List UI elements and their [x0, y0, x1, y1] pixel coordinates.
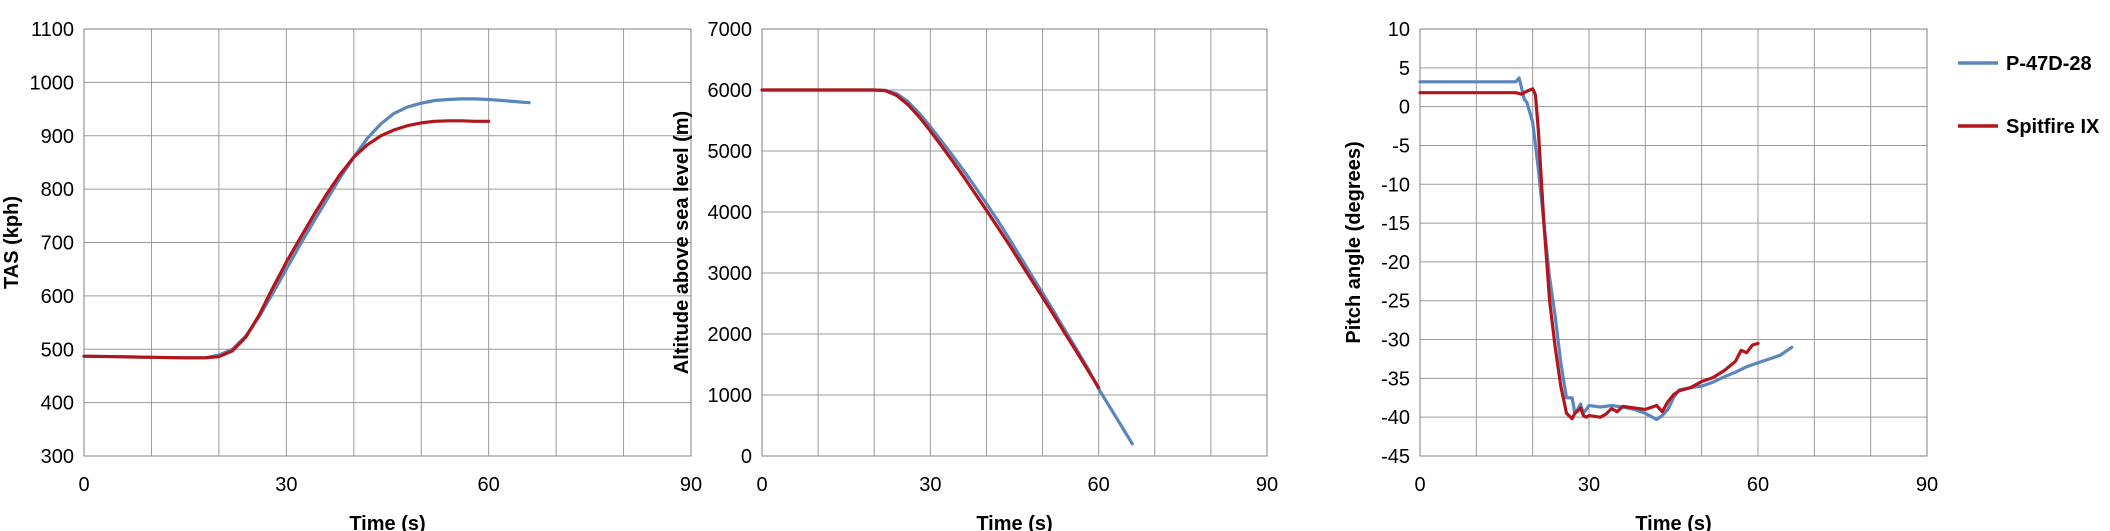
y-tick-label: -25	[1381, 291, 1410, 313]
legend-label: P-47D-28	[2006, 53, 2092, 75]
y-tick-label: 7000	[708, 19, 753, 41]
series-line-spitfire-ix	[1418, 87, 1760, 421]
y-tick-label: 1000	[708, 385, 753, 407]
series-line-spitfire-ix	[82, 119, 491, 360]
chart-3: -45 -40 -35 -30 -25 -20 -15 -10 -5 0 5 10 0 30 60 90 Tim…	[1343, 19, 1938, 531]
x-tick-label: 30	[919, 474, 941, 496]
legend: P-47D-28 Spitfire IX	[1958, 53, 2100, 138]
y-tick-label: 1100	[31, 19, 74, 41]
x-tick-label: 90	[1916, 474, 1938, 496]
plot-area	[762, 29, 1267, 456]
y-tick-label: -5	[1392, 135, 1410, 157]
y-tick-label: -40	[1381, 407, 1410, 429]
chart-1: 300 400 500 600 700 800 900 1000 1100 0 30 60 90 Time…	[1, 19, 702, 531]
x-tick-label: 0	[756, 474, 767, 496]
plot-area	[1420, 29, 1927, 456]
x-tick-label: 90	[680, 474, 702, 496]
legend-label: Spitfire IX	[2006, 116, 2100, 138]
chart-2: 0 1000 2000 3000 4000 5000 6000 7000 0 30 60 90 Time…	[671, 19, 1278, 531]
y-tick-label: 1000	[30, 72, 75, 94]
plot-frame	[83, 28, 692, 457]
y-tick-label: 5000	[708, 141, 753, 163]
plot-frame	[1419, 28, 1928, 457]
y-tick-label: 800	[41, 179, 74, 201]
y-axis-title: TAS (kph)	[1, 196, 23, 289]
x-tick-label: 30	[1578, 474, 1600, 496]
y-tick-label: 300	[41, 446, 74, 468]
y-tick-label: 5	[1399, 58, 1410, 80]
y-tick-label: 4000	[708, 202, 753, 224]
y-tick-label: 3000	[708, 263, 753, 285]
y-tick-label: -35	[1381, 368, 1410, 390]
y-tick-label: 700	[41, 233, 74, 255]
y-tick-label: -10	[1381, 174, 1410, 196]
y-tick-label: -20	[1381, 252, 1410, 274]
x-tick-label: 0	[78, 474, 89, 496]
x-tick-label: 0	[1414, 474, 1425, 496]
y-tick-label: 400	[41, 393, 74, 415]
x-tick-label: 60	[478, 474, 500, 496]
x-axis-title: Time (s)	[349, 513, 425, 531]
y-axis-title: Pitch angle (degrees)	[1343, 141, 1365, 343]
y-tick-label: -30	[1381, 330, 1410, 352]
x-tick-label: 60	[1088, 474, 1110, 496]
y-tick-label: 0	[1399, 97, 1410, 119]
y-axis-title: Altitude above sea level (m)	[671, 111, 693, 374]
y-tick-label: -15	[1381, 213, 1410, 235]
x-axis-title: Time (s)	[976, 513, 1052, 531]
x-tick-label: 90	[1256, 474, 1278, 496]
y-tick-label: 900	[41, 126, 74, 148]
x-axis-title: Time (s)	[1635, 513, 1711, 531]
y-tick-label: -45	[1381, 446, 1410, 468]
x-tick-label: 60	[1747, 474, 1769, 496]
plot-frame	[761, 28, 1268, 457]
y-tick-label: 6000	[708, 80, 753, 102]
y-tick-label: 10	[1388, 19, 1410, 41]
y-tick-label: 2000	[708, 324, 753, 346]
series-line-spitfire-ix	[760, 88, 1101, 390]
y-tick-label: 0	[741, 446, 752, 468]
y-tick-label: 500	[41, 339, 74, 361]
y-tick-label: 600	[41, 286, 74, 308]
series-line-p-47d-28	[1418, 76, 1794, 422]
x-tick-label: 30	[275, 474, 297, 496]
